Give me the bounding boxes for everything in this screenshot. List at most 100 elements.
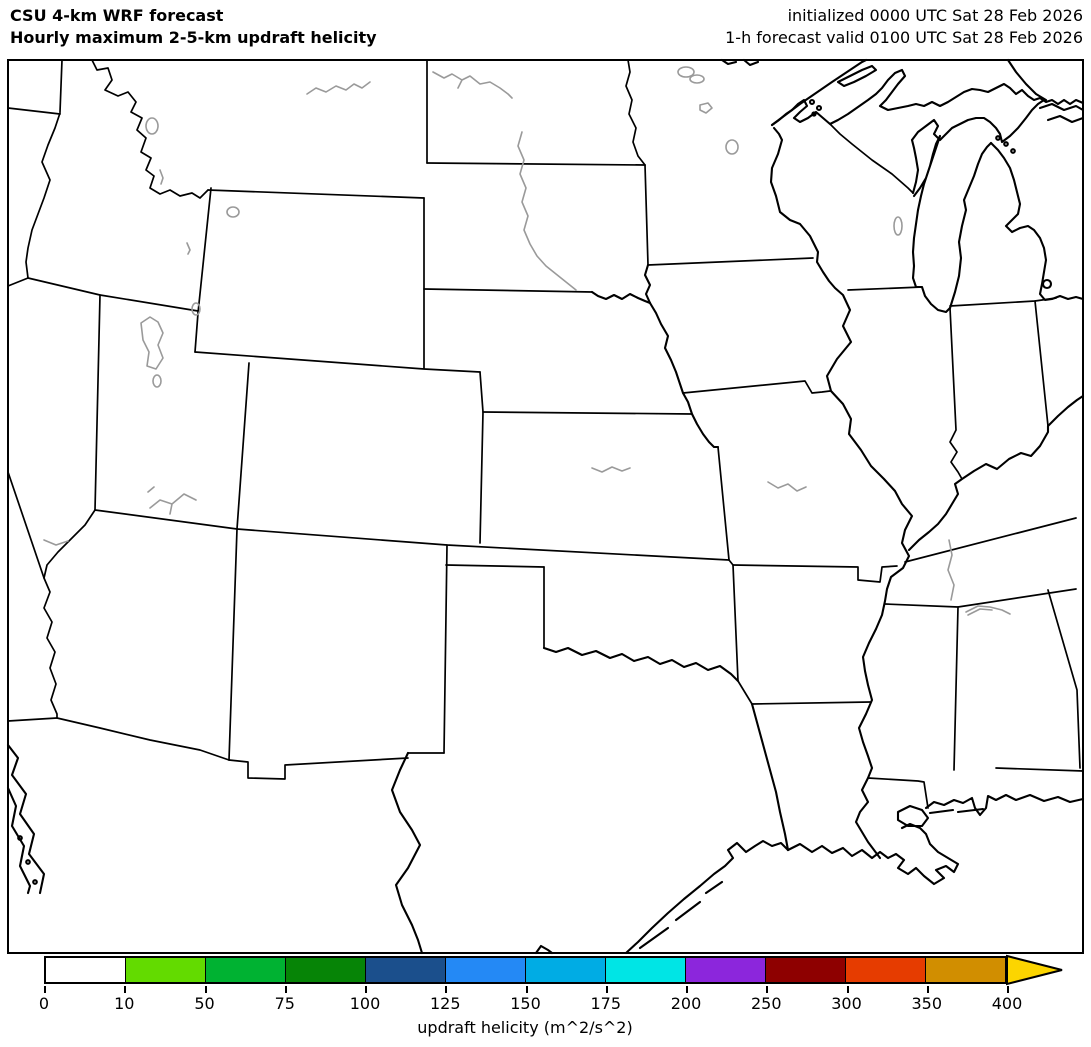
border-nv-ut: [94, 294, 101, 511]
coeur-dalene-lake: [159, 169, 164, 185]
ohio-river: [907, 394, 1085, 552]
lake-superior-south-shore: [770, 68, 1085, 127]
colorbar-segment: [526, 958, 606, 982]
border-or-id-snake: [25, 112, 61, 279]
map-frame: [7, 59, 1084, 954]
mississippi-river: [769, 126, 914, 860]
colorbar-tick-label: 200: [670, 994, 702, 1013]
colorbar-segment: [926, 958, 1005, 982]
colorbar-segment: [126, 958, 206, 982]
colorbar-tick-label: 350: [911, 994, 943, 1013]
north-channel: [1038, 102, 1085, 124]
lake-winnebago: [893, 216, 903, 236]
green-bay-west-shore: [910, 138, 920, 195]
rio-grande-big-bend: [534, 944, 554, 955]
texas-gulf-coast: [624, 839, 790, 955]
colorbar-tick: [44, 986, 46, 993]
border-colorado-river: [43, 509, 96, 719]
border-id-nv-ut: [27, 277, 199, 312]
huron-straits-islands: [995, 135, 1016, 154]
border-mn-sd: [644, 164, 649, 266]
colorbar-segment: [366, 958, 446, 982]
michigan-mitten-west-shore: [948, 141, 993, 310]
border-ia-mo: [682, 380, 831, 394]
colorbar-segment: [46, 958, 126, 982]
plot-title: CSU 4-km WRF forecast Hourly maximum 2-5…: [10, 5, 377, 49]
border-or-nv: [7, 277, 29, 287]
forecast-time-info: initialized 0000 UTC Sat 28 Feb 2026 1-h…: [725, 5, 1083, 49]
colorbar-segment: [846, 958, 926, 982]
colorbar-tick-label: 0: [38, 994, 50, 1013]
border-az-nm: [228, 528, 238, 761]
border-ar-mo: [732, 564, 898, 583]
colorbar-segment: [446, 958, 526, 982]
great-salt-lake: [140, 316, 164, 370]
ms-al-coast: [924, 793, 1085, 817]
lake-michigan-west-shore: [911, 208, 952, 314]
border-al-ga: [1047, 589, 1081, 769]
colorbar-tick: [124, 986, 127, 993]
colorbar-tick-label: 75: [274, 994, 295, 1013]
border-la-ms-31n: [867, 777, 929, 809]
michigan-mitten-east-shore: [989, 141, 1085, 302]
border-az-mexico: [56, 717, 230, 761]
lake-sakakawea: [432, 71, 513, 99]
rivers: [390, 126, 1085, 955]
border-wi-il: [847, 286, 923, 291]
colorbar-tick: [1007, 986, 1009, 993]
colorbar-tick-label: 150: [510, 994, 541, 1013]
border-id-wy: [197, 187, 212, 314]
lake-st-clair: [1041, 278, 1053, 290]
rio-grande: [390, 751, 424, 955]
colorbar-tick: [926, 986, 929, 993]
gulf-of-california-islands: [17, 835, 38, 885]
lake-pontchartrain: [896, 804, 930, 828]
border-wa-or: [7, 107, 61, 115]
colorbar-tick-label: 400: [991, 994, 1023, 1013]
border-tn-ms-al: [884, 588, 1077, 608]
canada-shore-sault: [1006, 58, 1048, 102]
kansas-reservoirs: [591, 466, 631, 473]
lake-powell: [147, 486, 197, 515]
mille-lacs-lake: [725, 139, 739, 155]
colorbar-segment: [606, 958, 686, 982]
louisiana-coast: [786, 822, 960, 886]
jackson-lake: [186, 242, 191, 255]
colorbar-segment: [206, 958, 286, 982]
colorbar-tick: [365, 986, 367, 993]
border-ia-mn: [647, 257, 814, 266]
border-missouri-river-ne-ia: [648, 301, 720, 449]
border-ar-la: [751, 701, 871, 705]
isle-royale: [836, 64, 878, 88]
colorbar-tick-label: 250: [750, 994, 782, 1013]
border-lakes-minnesota: [720, 58, 760, 67]
border-ne-ks: [482, 411, 693, 415]
border-big-sioux: [643, 263, 652, 305]
border-missouri-river-sd-ne: [590, 290, 652, 305]
leech-lake: [699, 102, 713, 114]
apostle-islands: [808, 98, 823, 117]
colorbar-tick-label: 125: [429, 994, 461, 1013]
border-nm-east: [443, 544, 448, 754]
walker-lake: [43, 539, 69, 546]
colorbar-tick-label: 50: [194, 994, 215, 1013]
border-wi-mi: [829, 123, 914, 194]
colorbar-tick-label: 10: [114, 994, 135, 1013]
border-37n-co-ks-ok: [236, 528, 730, 561]
init-time: initialized 0000 UTC Sat 28 Feb 2026: [787, 6, 1083, 25]
barrier-islands: [638, 807, 985, 950]
valid-time: 1-h forecast valid 0100 UTC Sat 28 Feb 2…: [725, 28, 1083, 47]
title-line-1: CSU 4-km WRF forecast: [10, 6, 224, 25]
title-line-2: Hourly maximum 2-5-km updraft helicity: [10, 28, 377, 47]
colorbar-tick: [445, 986, 448, 993]
border-tx-la-sabine: [750, 702, 790, 852]
bear-lake: [191, 302, 201, 316]
border-il-in: [949, 307, 963, 480]
border-nm-mexico: [228, 757, 409, 780]
colorbar-segment: [286, 958, 366, 982]
border-ut-co: [236, 362, 250, 530]
colorbar: [44, 956, 1007, 984]
red-lakes: [677, 66, 705, 84]
border-nd-sd: [426, 162, 646, 166]
missouri-river-oahe: [517, 131, 577, 291]
